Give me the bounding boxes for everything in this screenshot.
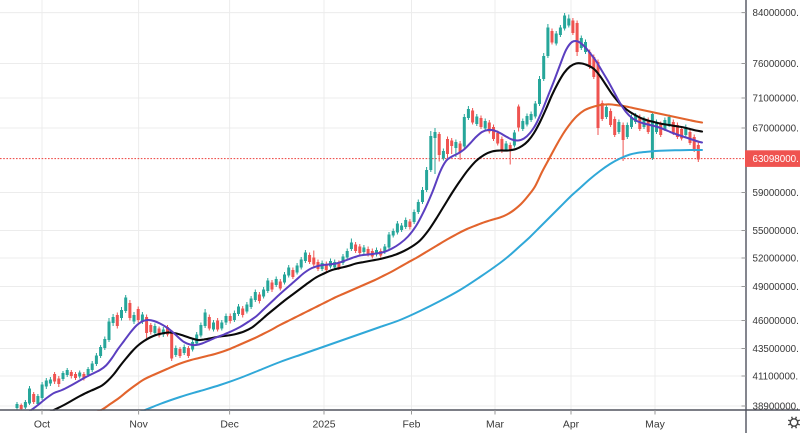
svg-text:Apr: Apr (563, 420, 580, 431)
svg-text:76000000.: 76000000. (753, 59, 799, 70)
svg-text:41100000.: 41100000. (753, 372, 799, 383)
svg-text:2025: 2025 (312, 420, 335, 431)
svg-text:49000000.: 49000000. (753, 282, 799, 293)
svg-text:52000000.: 52000000. (753, 254, 799, 265)
svg-text:59000000.: 59000000. (753, 188, 799, 199)
svg-text:Mar: Mar (486, 420, 504, 431)
svg-text:84000000.: 84000000. (753, 8, 799, 19)
svg-text:67000000.: 67000000. (753, 124, 799, 135)
svg-text:71000000.: 71000000. (753, 94, 799, 105)
svg-text:Dec: Dec (220, 420, 238, 431)
svg-text:43500000.: 43500000. (753, 344, 799, 355)
svg-text:Feb: Feb (403, 420, 421, 431)
svg-text:Oct: Oct (34, 420, 50, 431)
svg-text:55000000.: 55000000. (753, 226, 799, 237)
svg-text:46000000.: 46000000. (753, 316, 799, 327)
svg-text:Nov: Nov (129, 420, 148, 431)
svg-text:May: May (645, 420, 665, 431)
svg-text:38900000.: 38900000. (753, 402, 799, 413)
svg-text:63098000.: 63098000. (753, 154, 799, 165)
